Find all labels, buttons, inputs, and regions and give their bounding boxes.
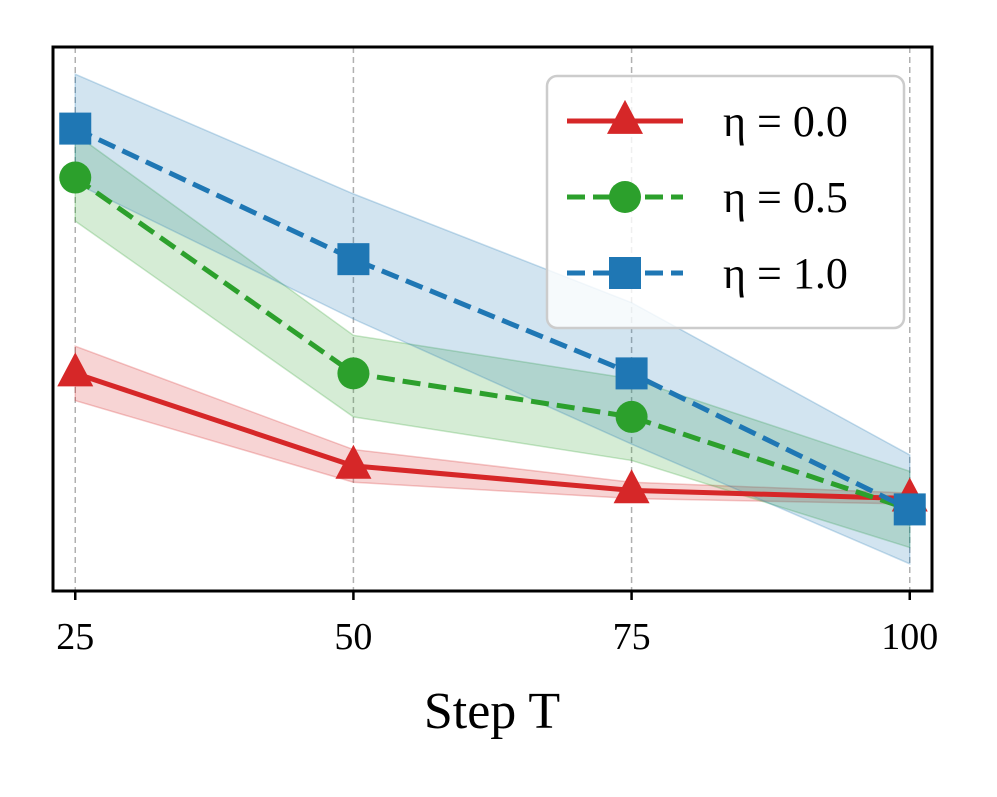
marker-series-0-x-25 (57, 352, 94, 387)
x-tick-label-50: 50 (334, 616, 372, 658)
legend: η = 0.0 η = 0.5 η = 1.0 (545, 74, 906, 330)
legend-label-2: η = 1.0 (723, 249, 848, 298)
marker-series-2-x-50 (337, 243, 370, 276)
marker-series-1-x-50 (337, 357, 370, 390)
marker-series-1-x-75 (615, 400, 648, 433)
confidence-bands (74, 73, 911, 565)
x-axis-title: Step T (424, 683, 560, 740)
band-series-2 (74, 73, 911, 565)
line-series-0 (74, 371, 910, 502)
legend-items: η = 0.0 η = 0.5 η = 1.0 (567, 97, 848, 298)
marker-series-0-x-50 (335, 444, 372, 479)
x-axis-ticks: 25 50 75 100 (56, 591, 938, 658)
marker-series-2-x-25 (59, 112, 92, 145)
plot-frame (51, 45, 934, 593)
series-lines (73, 126, 911, 512)
x-tick-label-75: 75 (613, 616, 651, 658)
marker-series-1-x-25 (59, 161, 92, 194)
line-series-2 (74, 126, 911, 512)
x-tick-label-100: 100 (881, 616, 938, 658)
legend-label-0: η = 0.0 (723, 97, 848, 146)
marker-series-2-x-100 (893, 493, 926, 526)
marker-series-2-x-75 (615, 357, 648, 390)
series-markers (57, 112, 928, 526)
legend-marker-1 (609, 181, 641, 213)
legend-marker-2 (609, 257, 641, 289)
line-series-1 (73, 175, 911, 512)
x-tick-label-25: 25 (56, 616, 94, 658)
marker-series-0-x-75 (613, 469, 650, 504)
legend-label-1: η = 0.5 (723, 173, 848, 222)
band-series-1 (74, 132, 911, 549)
legend-marker-0 (607, 99, 643, 134)
